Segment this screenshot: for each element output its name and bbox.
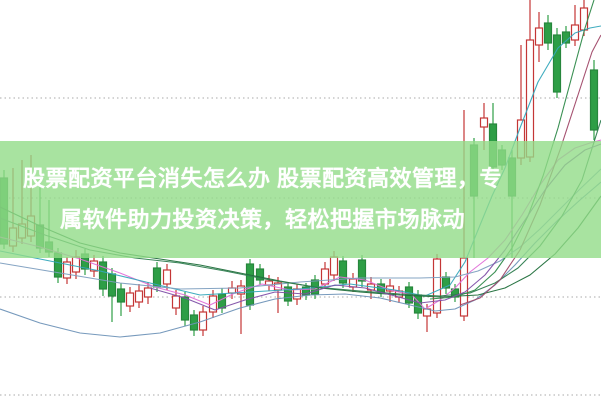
candle-body bbox=[579, 7, 589, 31]
candle-down bbox=[543, 15, 553, 50]
candle-up bbox=[89, 255, 99, 277]
candle-down bbox=[450, 284, 460, 302]
candle-down bbox=[98, 256, 108, 296]
candle-body bbox=[98, 261, 108, 290]
candle-body bbox=[89, 260, 99, 272]
candle-up bbox=[366, 277, 376, 299]
candle-up bbox=[525, 0, 535, 162]
candle-body bbox=[162, 269, 172, 285]
candle-down bbox=[589, 60, 599, 140]
candle-body bbox=[143, 287, 153, 298]
candle-body bbox=[589, 69, 599, 131]
candle-body bbox=[116, 288, 126, 303]
candle-up bbox=[534, 12, 544, 62]
candle-body bbox=[107, 273, 117, 297]
candle-down bbox=[107, 268, 117, 322]
candle-up bbox=[432, 254, 442, 318]
candle-body bbox=[552, 34, 562, 93]
candle-down bbox=[245, 259, 255, 310]
candle-down bbox=[338, 256, 348, 288]
candle-up bbox=[348, 273, 358, 292]
candle-body bbox=[283, 286, 293, 302]
candle-up bbox=[570, 5, 580, 46]
promo-banner: 股票配资平台消失怎么办 股票配资高效管理，专 属软件助力投资决策，轻松把握市场脉… bbox=[0, 141, 601, 258]
candle-body bbox=[479, 117, 489, 128]
candle-down bbox=[552, 28, 562, 98]
candle-body bbox=[171, 295, 181, 309]
candle-body bbox=[329, 256, 339, 276]
candle-body bbox=[543, 22, 553, 44]
candle-body bbox=[255, 268, 265, 281]
candle-body bbox=[357, 259, 367, 282]
candle-body bbox=[320, 268, 330, 285]
headline-line-2: 属软件助力投资决策，轻松把握市场脉动 bbox=[59, 207, 465, 232]
candle-body bbox=[338, 260, 348, 284]
candle-body bbox=[348, 278, 358, 288]
candle-body bbox=[459, 257, 469, 317]
candle-body bbox=[180, 296, 190, 321]
candle-down bbox=[561, 26, 571, 48]
candle-down bbox=[283, 282, 293, 306]
headline-line-1: 股票配资平台消失怎么办 股票配资高效管理，专 bbox=[22, 165, 503, 191]
candle-body bbox=[432, 258, 442, 314]
candle-body bbox=[534, 27, 544, 46]
candle-down bbox=[116, 283, 126, 316]
candle-body bbox=[62, 261, 72, 279]
candle-up bbox=[264, 275, 274, 291]
candle-up bbox=[227, 281, 237, 299]
candle-up bbox=[162, 264, 172, 290]
candle-up bbox=[134, 284, 144, 308]
candle-body bbox=[525, 39, 535, 158]
candle-down bbox=[255, 264, 265, 285]
candle-body bbox=[227, 287, 237, 294]
candle-down bbox=[441, 272, 451, 294]
candle-body bbox=[134, 290, 144, 303]
ma-teal bbox=[0, 25, 601, 297]
candle-down bbox=[357, 255, 367, 287]
candle-body bbox=[125, 292, 135, 307]
candle-up bbox=[125, 287, 135, 312]
candle-up bbox=[273, 277, 283, 313]
candle-body bbox=[71, 256, 81, 273]
candle-up bbox=[292, 284, 302, 305]
candle-up bbox=[62, 257, 72, 284]
